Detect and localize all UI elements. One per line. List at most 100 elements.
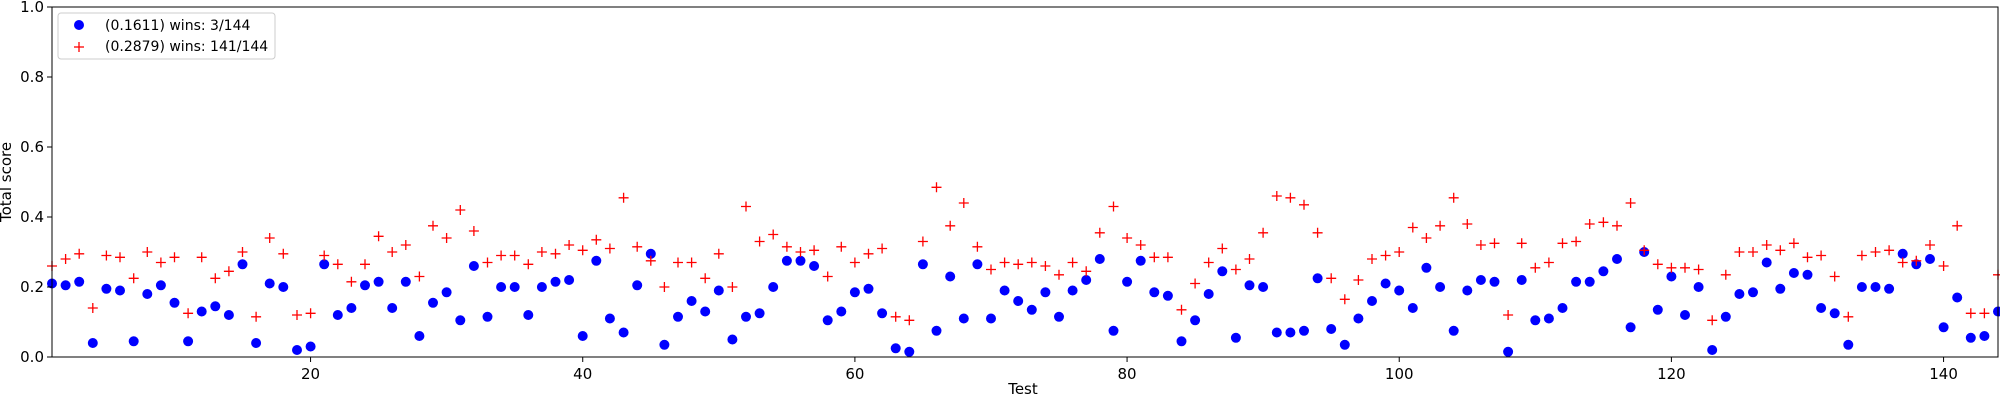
data-point-series-2 — [1299, 199, 1309, 210]
data-point-series-2 — [1707, 315, 1718, 326]
data-point-series-2 — [1571, 236, 1582, 247]
data-point-series-2 — [972, 241, 983, 252]
data-point-series-2 — [686, 257, 697, 268]
data-point-series-2 — [509, 250, 520, 261]
data-point-series-2 — [1394, 247, 1405, 257]
data-point-series-2 — [155, 257, 166, 268]
data-point-series-2 — [210, 273, 221, 284]
data-point-series-2 — [1639, 245, 1650, 256]
y-tick-label: 1.0 — [20, 0, 44, 16]
data-point-series-2 — [645, 255, 656, 266]
data-point-series-1 — [1584, 276, 1595, 287]
data-point-series-1 — [972, 259, 983, 270]
data-point-series-2 — [1040, 261, 1051, 271]
data-point-series-2 — [877, 243, 888, 254]
data-point-series-2 — [332, 259, 343, 270]
data-point-series-1 — [877, 308, 888, 319]
data-point-series-2 — [1652, 259, 1663, 270]
legend-marker-blue-circle — [74, 20, 84, 30]
data-point-series-2 — [1897, 257, 1908, 268]
data-point-series-2 — [251, 311, 262, 322]
data-point-series-2 — [863, 248, 874, 259]
data-point-series-1 — [727, 334, 738, 345]
data-point-series-2 — [1503, 310, 1514, 320]
data-point-series-2 — [1925, 240, 1935, 250]
data-point-series-2 — [1693, 264, 1704, 275]
data-point-series-1 — [1135, 255, 1146, 266]
data-point-series-1 — [1162, 290, 1173, 301]
data-point-series-2 — [1326, 273, 1337, 284]
data-point-series-1 — [1979, 331, 1990, 341]
data-point-series-1 — [1013, 296, 1024, 306]
data-point-series-2 — [1612, 220, 1622, 231]
data-point-series-2 — [604, 243, 615, 254]
data-point-series-1 — [1326, 324, 1337, 334]
y-tick-label: 0.4 — [20, 208, 44, 226]
data-point-series-1 — [659, 339, 670, 350]
data-point-series-1 — [986, 313, 996, 324]
data-point-series-2 — [1244, 254, 1255, 264]
data-point-series-1 — [441, 287, 452, 298]
data-point-series-2 — [1217, 243, 1228, 254]
data-point-series-1 — [741, 311, 751, 322]
data-point-series-1 — [536, 282, 547, 292]
plot-area — [52, 7, 1998, 357]
data-point-series-1 — [673, 311, 683, 322]
data-point-series-1 — [591, 255, 602, 266]
data-point-series-2 — [1816, 250, 1827, 261]
data-point-series-1 — [1925, 254, 1935, 264]
data-point-series-2 — [1448, 192, 1459, 203]
data-point-series-2 — [1543, 257, 1554, 268]
data-point-series-1 — [1816, 303, 1827, 313]
data-point-series-2 — [237, 247, 248, 257]
data-point-series-1 — [1884, 283, 1895, 294]
data-point-series-1 — [1938, 322, 1949, 333]
data-point-series-1 — [292, 345, 302, 355]
data-point-series-1 — [414, 331, 425, 341]
data-point-series-1 — [917, 259, 928, 270]
data-point-series-2 — [1258, 227, 1269, 238]
data-point-series-2 — [264, 233, 275, 243]
data-point-series-2 — [428, 220, 438, 231]
x-tick-label: 80 — [1118, 365, 1137, 383]
x-axis-label: Test — [1007, 380, 1038, 398]
data-point-series-2 — [482, 257, 493, 268]
data-point-series-1 — [1503, 346, 1514, 357]
data-point-series-1 — [1421, 262, 1432, 273]
data-point-series-2 — [727, 282, 738, 292]
data-point-series-1 — [1448, 325, 1459, 336]
data-point-series-2 — [496, 250, 507, 261]
data-point-series-1 — [210, 301, 221, 312]
data-point-series-1 — [931, 325, 942, 336]
data-point-series-2 — [1094, 227, 1105, 238]
data-point-series-2 — [849, 257, 860, 268]
data-point-series-2 — [373, 231, 384, 242]
data-point-series-1 — [686, 296, 697, 306]
data-point-series-2 — [441, 233, 452, 243]
data-point-series-1 — [1054, 311, 1064, 322]
data-point-series-2 — [414, 271, 425, 282]
data-point-series-1 — [1040, 287, 1051, 298]
data-point-series-2 — [1122, 233, 1133, 243]
data-point-series-2 — [1285, 192, 1296, 203]
data-point-series-2 — [1734, 247, 1745, 257]
data-point-series-1 — [60, 280, 71, 291]
data-point-series-2 — [128, 273, 139, 284]
data-point-series-1 — [604, 313, 615, 324]
data-point-series-1 — [1530, 315, 1541, 326]
data-point-series-2 — [1530, 262, 1541, 273]
data-point-series-2 — [618, 192, 629, 203]
data-point-series-2 — [809, 245, 820, 256]
data-point-series-2 — [1775, 245, 1786, 256]
data-point-series-1 — [509, 282, 520, 292]
data-point-series-2 — [1162, 252, 1173, 263]
data-point-series-1 — [1761, 257, 1772, 268]
data-point-series-1 — [183, 336, 194, 347]
data-point-series-2 — [1462, 219, 1473, 229]
data-point-series-2 — [1979, 308, 1990, 319]
data-point-series-1 — [1952, 292, 1963, 303]
data-point-series-1 — [115, 285, 125, 296]
data-point-series-1 — [1475, 275, 1486, 285]
y-axis-label: Total score — [0, 142, 15, 223]
data-point-series-1 — [1176, 336, 1187, 347]
